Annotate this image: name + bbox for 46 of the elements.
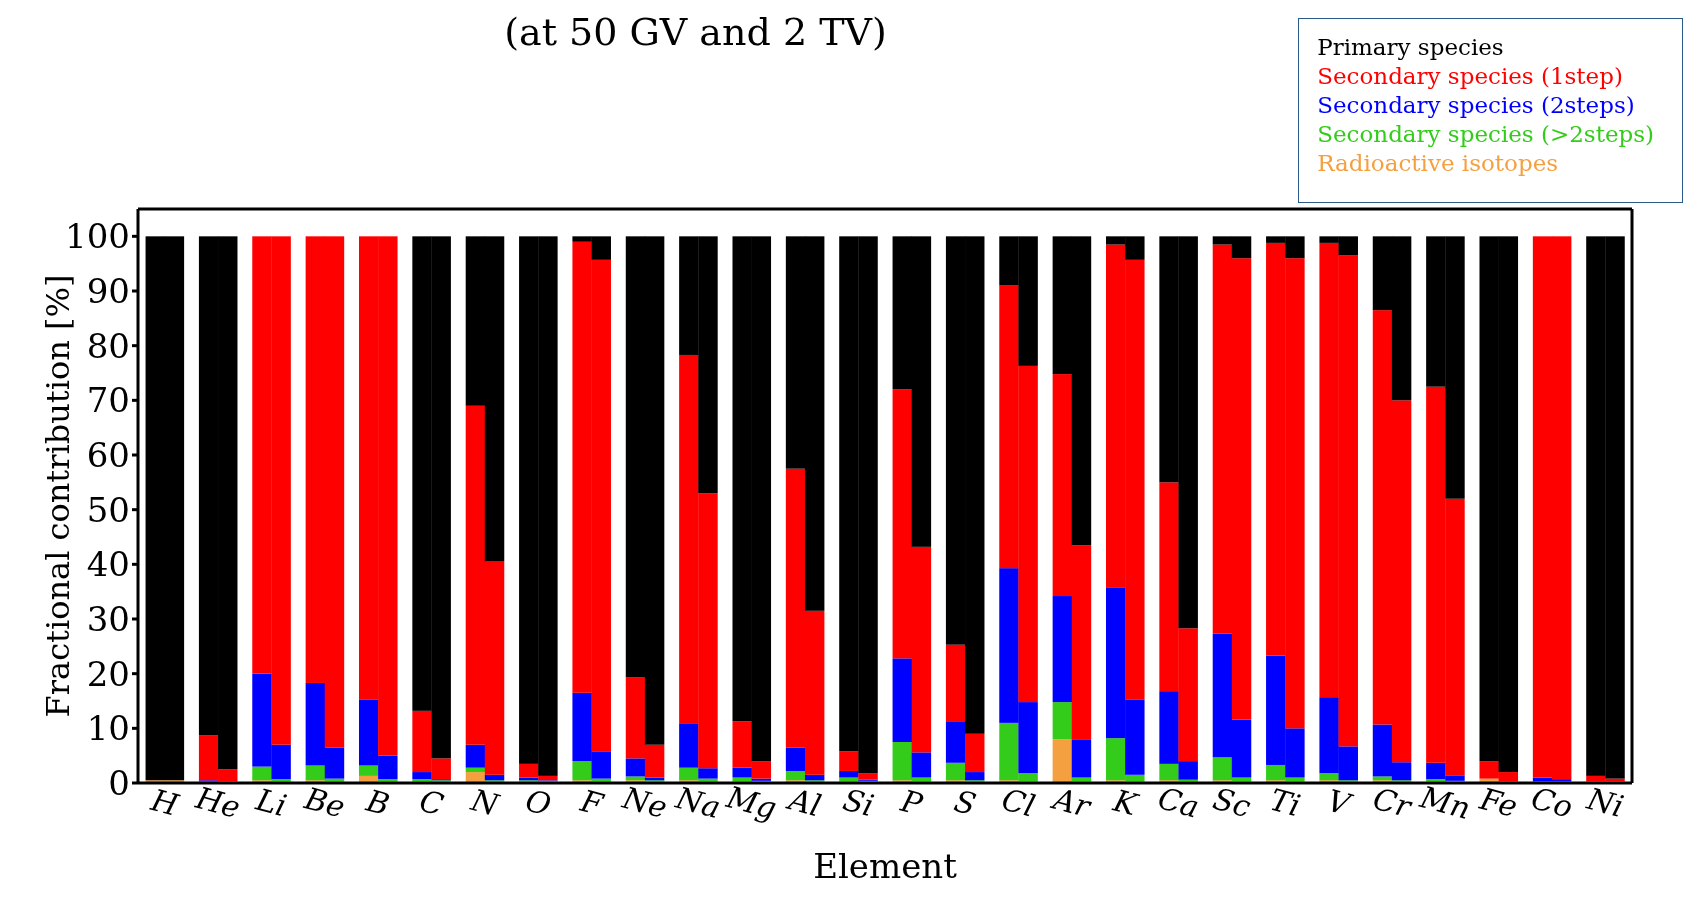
x-tick-label: Ti (1266, 781, 1305, 824)
x-tick-label: O (521, 782, 555, 823)
text: Secondary species (1step) (1317, 62, 1624, 91)
y-tick-label: 90 (86, 271, 130, 312)
x-tick-label: V (1323, 782, 1357, 824)
y-tick-label: 40 (86, 544, 130, 585)
x-tick-label: N (466, 781, 504, 824)
x-tick-label: Ca (1154, 780, 1203, 825)
x-tick-label: Li (251, 781, 291, 824)
y-tick-label: 20 (86, 653, 130, 694)
x-tick-label: H (146, 781, 183, 824)
x-tick-label: S (950, 782, 980, 823)
x-tick-label: Co (1527, 780, 1577, 825)
x-tick-label: Fe (1475, 780, 1522, 825)
text: Secondary species (2steps) (1317, 91, 1636, 120)
y-tick-label: 50 (86, 489, 130, 530)
x-tick-label: Si (839, 781, 878, 824)
text: Primary species (1317, 33, 1505, 62)
y-tick-label: 80 (86, 325, 130, 366)
x-tick-label: P (896, 782, 927, 823)
x-tick-label: Cl (998, 781, 1039, 824)
y-tick-label: 10 (86, 708, 130, 749)
y-tick-label: 70 (86, 380, 130, 421)
x-tick-label: K (1108, 782, 1143, 823)
x-axis-title: Element (813, 846, 958, 886)
x-tick-label: B (362, 782, 394, 823)
x-tick-label: F (576, 782, 608, 823)
x-tick-label: He (191, 779, 244, 826)
x-tick-label: Cr (1369, 780, 1417, 825)
x-tick-label: Sc (1209, 780, 1255, 825)
x-tick-label: C (415, 782, 448, 823)
x-tick-label: Ne (618, 779, 671, 826)
x-tick-label: Be (300, 780, 349, 825)
x-tick-label: Ar (1047, 780, 1096, 825)
y-tick-label: 100 (65, 216, 130, 257)
y-tick-label: 60 (86, 435, 130, 476)
x-tick-label: Ni (1582, 780, 1628, 825)
chart-title: (at 50 GV and 2 TV) (503, 10, 888, 54)
text: Secondary species (>2steps) (1317, 120, 1654, 149)
y-tick-label: 0 (108, 763, 130, 804)
x-tick-label: Al (782, 780, 825, 824)
y-axis-title: Fractional contribution [%] (39, 274, 78, 718)
x-tick-label: Na (671, 779, 725, 826)
x-tick-label: Mg (722, 778, 781, 826)
y-tick-label: 30 (86, 599, 130, 640)
text: Radioactive isotopes (1317, 149, 1560, 178)
